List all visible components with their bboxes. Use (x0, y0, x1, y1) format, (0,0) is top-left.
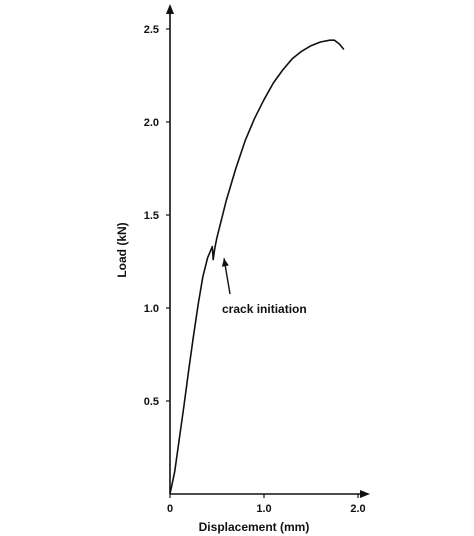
x-tick-label: 1.0 (256, 503, 271, 515)
ticks: 0.5 1.0 1.5 2.0 2.5 0 1.0 2.0 (144, 24, 366, 515)
y-tick-label: 1.5 (144, 210, 159, 222)
axes (166, 4, 370, 498)
y-tick-label: 0.5 (144, 396, 159, 408)
annotations: crack initiation (221, 258, 307, 316)
x-tick-label: 0 (167, 503, 173, 515)
y-tick-label: 2.5 (144, 24, 159, 36)
y-axis-arrow-icon (166, 4, 174, 14)
annotation-label: crack initiation (222, 302, 307, 316)
y-axis-title: Load (kN) (115, 222, 129, 277)
x-axis-title: Displacement (mm) (199, 520, 310, 534)
x-axis-arrow-icon (360, 490, 370, 498)
series-line (169, 39, 345, 495)
series (169, 39, 345, 495)
y-tick-label: 2.0 (144, 117, 159, 129)
x-tick-label: 2.0 (350, 503, 365, 515)
annotation-arrowhead-icon (221, 258, 229, 267)
y-tick-label: 1.0 (144, 303, 159, 315)
